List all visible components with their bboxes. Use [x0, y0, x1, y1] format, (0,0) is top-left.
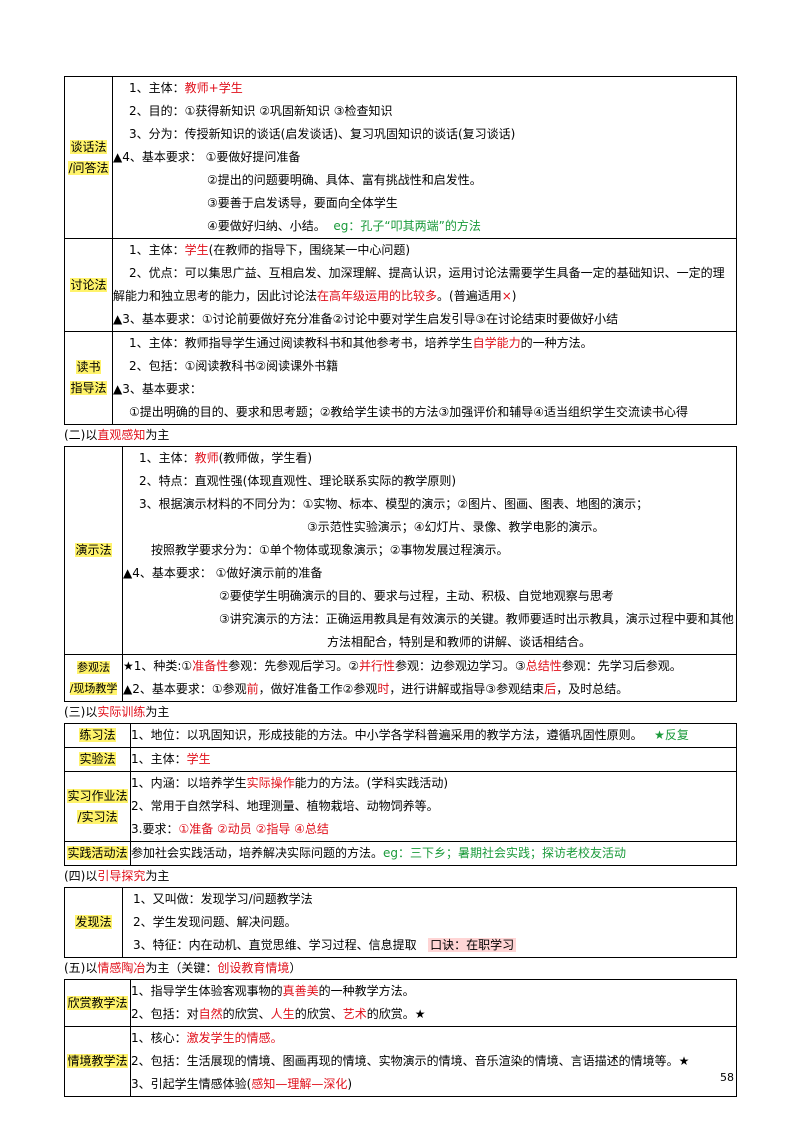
activity-method-label: 实践活动法	[64, 841, 131, 866]
text-line: 3.要求：①准备 ②动员 ②指导 ④总结	[131, 822, 329, 836]
text-line: 1、核心：激发学生的情感。	[131, 1031, 283, 1045]
text-line: 2、优点：可以集思广益、互相启发、加深理解、提高认识，运用讨论法需要学生具备一定…	[113, 266, 725, 303]
talk-method-row: 谈话法 /问答法 1、主体：教师+学生 2、目的：①获得新知识 ②巩固新知识 ③…	[64, 76, 737, 239]
demo-method-content: 1、主体：教师(教师做，学生看) 2、特点：直观性强(体现直观性、理论联系实际的…	[122, 446, 737, 655]
situation-method-row: 情境教学法 1、核心：激发学生的情感。 2、包括：生活展现的情境、图画再现的情境…	[64, 1026, 737, 1097]
discover-method-content: 1、又叫做：发现学习/问题教学法 2、学生发现问题、解决问题。 3、特征：内在动…	[122, 887, 737, 958]
activity-method-row: 实践活动法 参加社会实践活动，培养解决实际问题的方法。eg：三下乡；暑期社会实践…	[64, 841, 737, 866]
visit-method-content: ★1、种类:①准备性参观：先参观后学习。②并行性参观：边参观边学习。③总结性参观…	[122, 654, 737, 702]
text-line: ▲4、基本要求： ①做好演示前的准备	[123, 566, 323, 580]
experiment-method-label: 实验法	[64, 747, 131, 772]
visit-method-row: 参观法 /现场教学 ★1、种类:①准备性参观：先参观后学习。②并行性参观：边参观…	[64, 654, 737, 702]
talk-method-label: 谈话法 /问答法	[64, 76, 113, 239]
page-content: 谈话法 /问答法 1、主体：教师+学生 2、目的：①获得新知识 ②巩固新知识 ③…	[64, 76, 737, 1097]
page-number: 58	[720, 1071, 734, 1084]
text-line: 3、引起学生情感体验(感知—理解—深化)	[131, 1077, 353, 1091]
text-line: 3、特征：内在动机、直觉思维、学习过程、信息提取 口诀：在职学习	[133, 938, 517, 952]
text-line: 参加社会实践活动，培养解决实际问题的方法。eg：三下乡；暑期社会实践；探访老校友…	[131, 846, 627, 860]
demo-method-label: 演示法	[64, 446, 123, 655]
text-line: 1、又叫做：发现学习/问题教学法	[133, 892, 313, 906]
text-line: 2、特点：直观性强(体现直观性、理论联系实际的教学原则)	[139, 474, 457, 488]
discover-method-row: 发现法 1、又叫做：发现学习/问题教学法 2、学生发现问题、解决问题。 3、特征…	[64, 887, 737, 958]
text-line: ▲3、基本要求：	[113, 382, 202, 396]
appreciate-method-content: 1、指导学生体验客观事物的真善美的一种教学方法。 2、包括：对自然的欣赏、人生的…	[130, 979, 737, 1027]
text-line: 按照教学要求分为：①单个物体或现象演示；②事物发展过程演示。	[151, 543, 509, 557]
text-line: 2、目的：①获得新知识 ②巩固新知识 ③检查知识	[129, 104, 393, 118]
method-table-3: 练习法 1、地位：以巩固知识，形成技能的方法。中小学各学科普遍采用的教学方法，遵…	[64, 723, 737, 866]
section-heading-3: (三)以实际训练为主	[64, 705, 170, 719]
reading-method-row: 读书 指导法 1、主体：教师指导学生通过阅读教科书和其他参考书，培养学生自学能力…	[64, 331, 737, 425]
experiment-method-row: 实验法 1、主体：学生	[64, 747, 737, 772]
text-line: ②要使学生明确演示的目的、要求与过程，主动、积极、自觉地观察与思考	[219, 589, 614, 603]
internship-method-label: 实习作业法 /实习法	[64, 771, 131, 842]
internship-method-row: 实习作业法 /实习法 1、内涵：以培养学生实际操作能力的方法。(学科实践活动) …	[64, 771, 737, 842]
text-line: ★1、种类:①准备性参观：先参观后学习。②并行性参观：边参观边学习。③总结性参观…	[123, 659, 682, 673]
text-line: 1、内涵：以培养学生实际操作能力的方法。(学科实践活动)	[131, 776, 449, 790]
demo-method-row: 演示法 1、主体：教师(教师做，学生看) 2、特点：直观性强(体现直观性、理论联…	[64, 446, 737, 655]
text-line: 1、主体：教师+学生	[129, 81, 243, 95]
text-line: ▲3、基本要求：①讨论前要做好充分准备②讨论中要对学生启发引导③在讨论结束时要做…	[113, 312, 619, 326]
discuss-method-row: 讨论法 1、主体：学生(在教师的指导下，围绕某一中心问题) 2、优点：可以集思广…	[64, 238, 737, 332]
text-line: ▲2、基本要求：①参观前，做好准备工作②参观时，进行讲解或指导③参观结束后，及时…	[123, 682, 629, 696]
text-line: ④要做好归纳、小结。 eg：孔子“叩其两端”的方法	[207, 219, 481, 233]
text-line: 方法相配合，特别是和教师的讲解、谈话相结合。	[327, 635, 592, 649]
text-line: 2、包括：①阅读教科书②阅读课外书籍	[129, 359, 339, 373]
text-line: 2、包括：生活展现的情境、图画再现的情境、实物演示的情境、音乐渲染的情境、言语描…	[131, 1054, 690, 1068]
section-heading-5: (五)以情感陶冶为主（关键：创设教育情境）	[64, 961, 302, 975]
text-line: ▲4、基本要求： ①要做好提问准备	[113, 150, 301, 164]
situation-method-content: 1、核心：激发学生的情感。 2、包括：生活展现的情境、图画再现的情境、实物演示的…	[130, 1026, 737, 1097]
text-line: ③示范性实验演示；④幻灯片、录像、教学电影的演示。	[307, 520, 605, 534]
appreciate-method-label: 欣赏教学法	[64, 979, 131, 1027]
text-line: 2、常用于自然学科、地理测量、植物栽培、动物饲养等。	[131, 799, 439, 813]
visit-method-label: 参观法 /现场教学	[64, 654, 123, 702]
reading-method-content: 1、主体：教师指导学生通过阅读教科书和其他参考书，培养学生自学能力的一种方法。 …	[112, 331, 737, 425]
practice-method-content: 1、地位：以巩固知识，形成技能的方法。中小学各学科普遍采用的教学方法，遵循巩固性…	[130, 723, 737, 748]
situation-method-label: 情境教学法	[64, 1026, 131, 1097]
text-line: 2、学生发现问题、解决问题。	[133, 915, 297, 929]
practice-method-row: 练习法 1、地位：以巩固知识，形成技能的方法。中小学各学科普遍采用的教学方法，遵…	[64, 723, 737, 748]
text-line: ①提出明确的目的、要求和思考题；②教给学生读书的方法③加强评价和辅导④适当组织学…	[129, 405, 689, 419]
activity-method-content: 参加社会实践活动，培养解决实际问题的方法。eg：三下乡；暑期社会实践；探访老校友…	[130, 841, 737, 866]
text-line: 2、包括：对自然的欣赏、人生的欣赏、艺术的欣赏。★	[131, 1007, 426, 1021]
text-line: 1、主体：学生	[131, 752, 211, 766]
discover-method-label: 发现法	[64, 887, 123, 958]
section-heading-2: (二)以直观感知为主	[64, 428, 170, 442]
discuss-method-content: 1、主体：学生(在教师的指导下，围绕某一中心问题) 2、优点：可以集思广益、互相…	[112, 238, 737, 332]
internship-method-content: 1、内涵：以培养学生实际操作能力的方法。(学科实践活动) 2、常用于自然学科、地…	[130, 771, 737, 842]
discuss-method-label: 讨论法	[64, 238, 113, 332]
method-table-1: 谈话法 /问答法 1、主体：教师+学生 2、目的：①获得新知识 ②巩固新知识 ③…	[64, 76, 737, 425]
text-line: 1、主体：学生(在教师的指导下，围绕某一中心问题)	[129, 243, 411, 257]
method-table-4: 发现法 1、又叫做：发现学习/问题教学法 2、学生发现问题、解决问题。 3、特征…	[64, 887, 737, 958]
practice-method-label: 练习法	[64, 723, 131, 748]
text-line: 3、分为：传授新知识的谈话(启发谈话)、复习巩固知识的谈话(复习谈话)	[129, 127, 516, 141]
reading-method-label: 读书 指导法	[64, 331, 113, 425]
talk-method-content: 1、主体：教师+学生 2、目的：①获得新知识 ②巩固新知识 ③检查知识 3、分为…	[112, 76, 737, 239]
text-line: 3、根据演示材料的不同分为：①实物、标本、模型的演示；②图片、图画、图表、地图的…	[139, 497, 649, 511]
section-heading-4: (四)以引导探究为主	[64, 869, 170, 883]
text-line: ③要善于启发诱导，要面向全体学生	[207, 196, 398, 210]
text-line: ③讲究演示的方法：正确运用教具是有效演示的关键。教师要适时出示教具，演示过程中要…	[219, 612, 734, 626]
method-table-5: 欣赏教学法 1、指导学生体验客观事物的真善美的一种教学方法。 2、包括：对自然的…	[64, 979, 737, 1097]
text-line: 1、主体：教师(教师做，学生看)	[139, 451, 313, 465]
appreciate-method-row: 欣赏教学法 1、指导学生体验客观事物的真善美的一种教学方法。 2、包括：对自然的…	[64, 979, 737, 1027]
text-line: 1、主体：教师指导学生通过阅读教科书和其他参考书，培养学生自学能力的一种方法。	[129, 336, 593, 350]
experiment-method-content: 1、主体：学生	[130, 747, 737, 772]
text-line: 1、地位：以巩固知识，形成技能的方法。中小学各学科普遍采用的教学方法，遵循巩固性…	[131, 728, 689, 742]
text-line: 1、指导学生体验客观事物的真善美的一种教学方法。	[131, 984, 415, 998]
text-line: ②提出的问题要明确、具体、富有挑战性和启发性。	[207, 173, 482, 187]
method-table-2: 演示法 1、主体：教师(教师做，学生看) 2、特点：直观性强(体现直观性、理论联…	[64, 446, 737, 702]
